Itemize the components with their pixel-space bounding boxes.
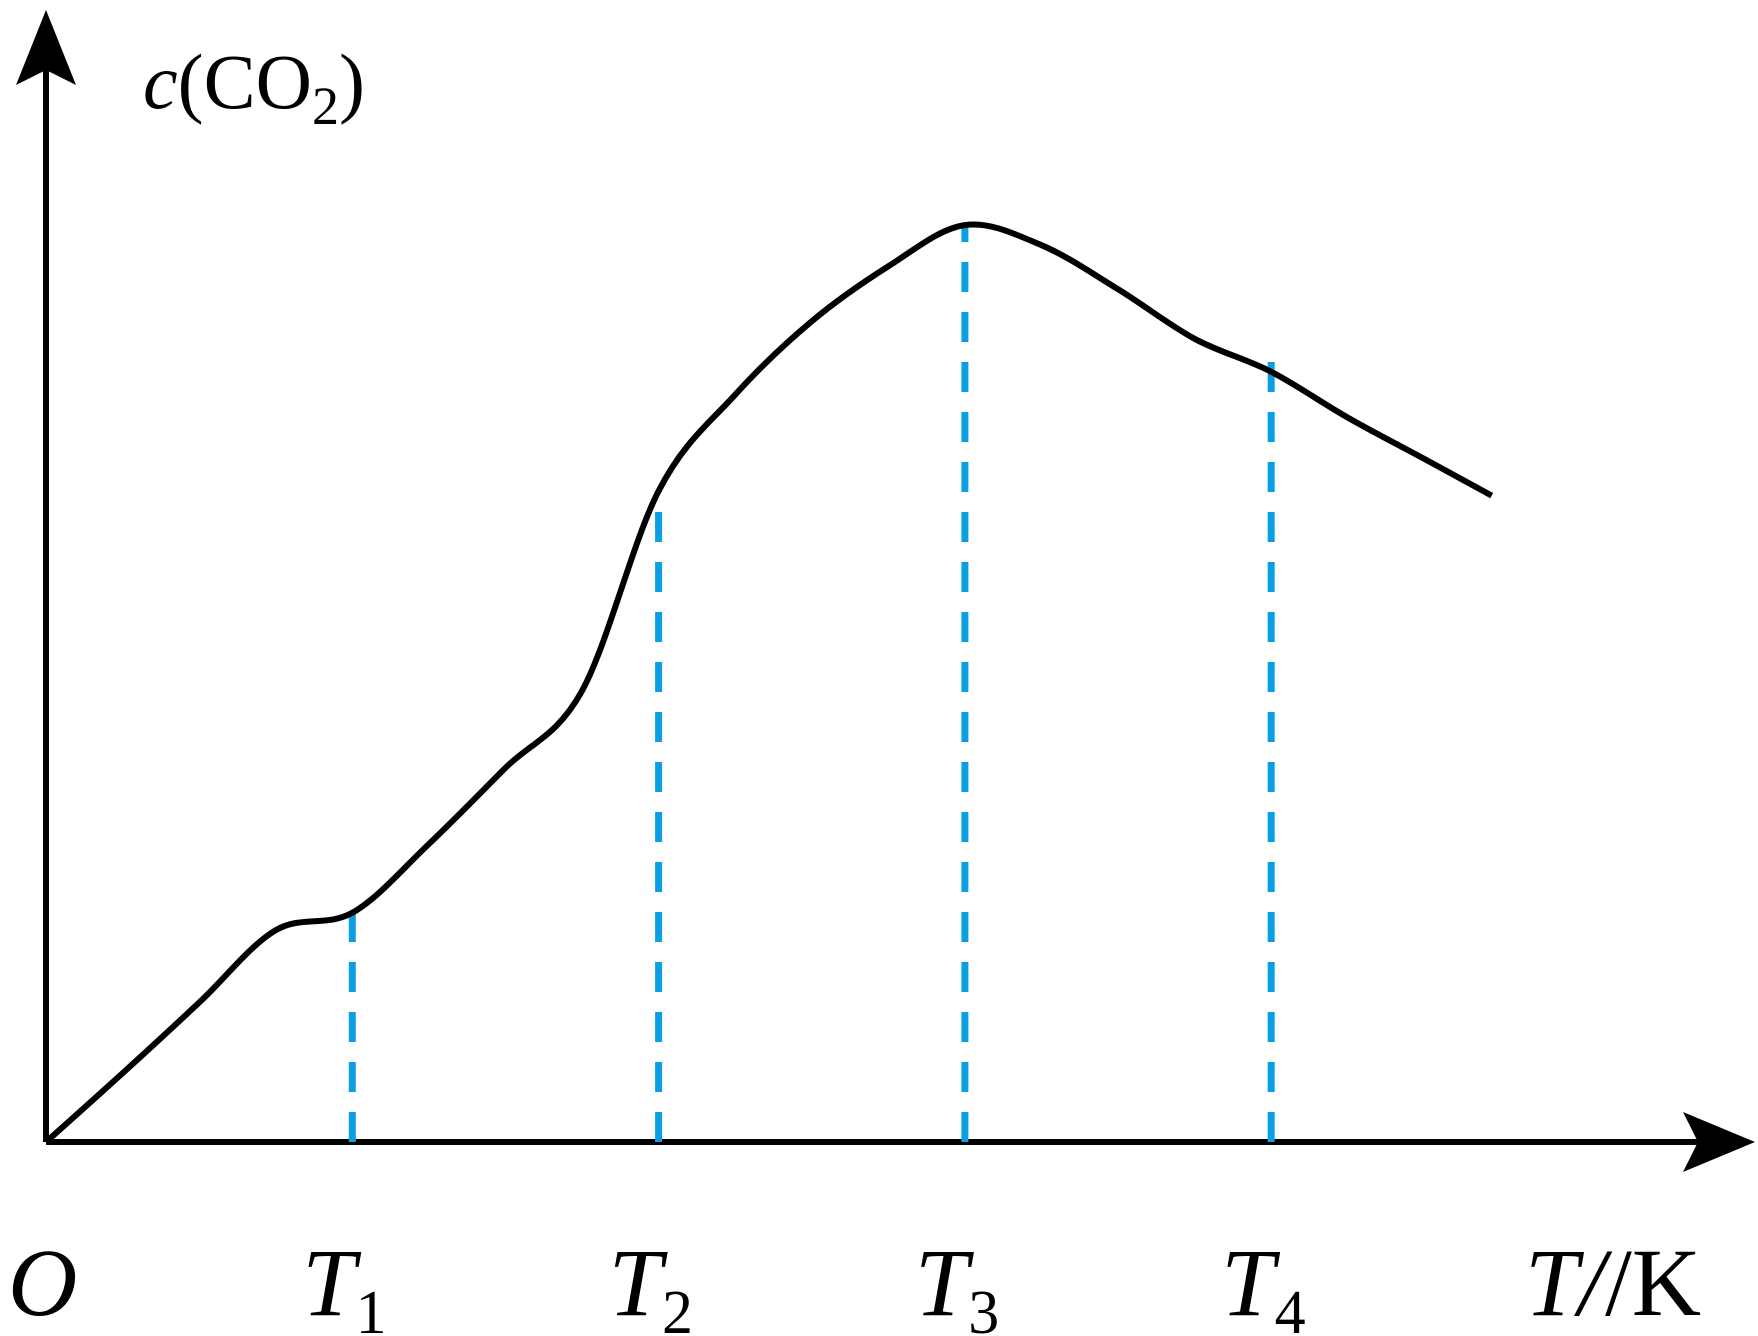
y-axis-label-close: ) <box>339 38 365 125</box>
tick-labels: T1 T2 T3 T4 <box>302 1229 1305 1336</box>
y-axis-label-species: CO <box>204 38 312 125</box>
y-axis-arrow <box>16 10 76 85</box>
y-axis-label: c(CO2) <box>143 38 365 136</box>
x-axis-label: T//K <box>1525 1229 1701 1336</box>
x-axis-label-unit: /K <box>1605 1229 1701 1336</box>
origin-label: O <box>8 1229 77 1336</box>
tick-label-4: T4 <box>1221 1229 1305 1336</box>
data-curve <box>43 221 1494 1145</box>
y-axis-label-open: ( <box>178 38 204 125</box>
tick-label-2: T2 <box>609 1229 693 1336</box>
y-axis-label-subscript: 2 <box>312 76 339 136</box>
guide-lines <box>348 225 1275 1142</box>
y-axis-label-prefix: c <box>143 38 178 125</box>
tick-label-3: T3 <box>915 1229 999 1336</box>
x-axis-arrow <box>1683 1112 1755 1172</box>
x-axis-label-symbol: T <box>1525 1229 1585 1336</box>
tick-label-1: T1 <box>302 1229 386 1336</box>
